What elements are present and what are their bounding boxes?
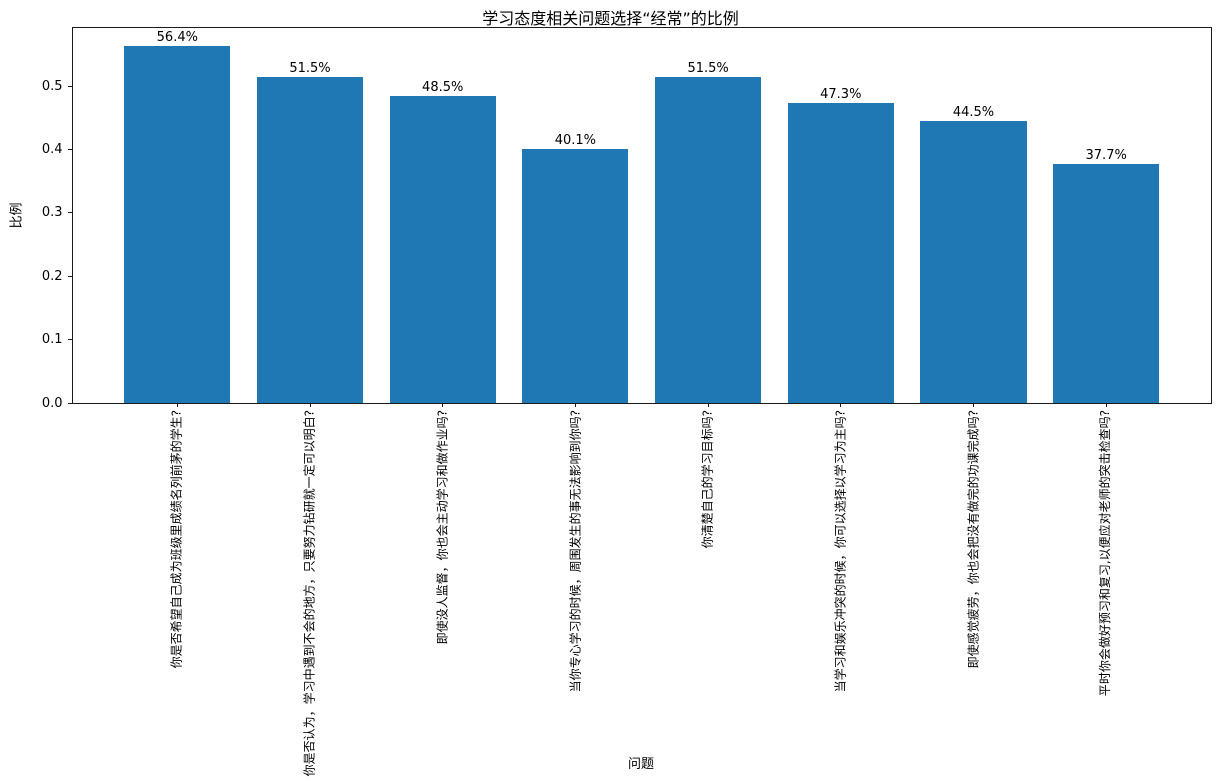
bar-value-label: 40.1% xyxy=(554,132,597,148)
y-tick-label: 0.0 xyxy=(41,395,63,411)
y-tick-label: 0.5 xyxy=(41,78,63,94)
bar xyxy=(389,95,496,403)
x-tick-text: 当你专心学习的时候，周围发生的事无法影响到你吗? xyxy=(567,410,582,693)
bar-value-label: 37.7% xyxy=(1085,148,1127,164)
x-tick-mark xyxy=(840,403,842,407)
bar xyxy=(1053,164,1160,403)
y-tick-mark xyxy=(67,85,73,87)
x-tick-mark xyxy=(707,403,709,407)
bar xyxy=(655,76,762,403)
x-tick-mark xyxy=(176,403,178,407)
y-tick-mark xyxy=(67,149,73,151)
x-tick-text: 即使没人监督，你也会主动学习和做作业吗? xyxy=(435,410,450,645)
x-tick-text: 你是否认为，学习中遇到不会的地方，只要努力钻研就一定可以明白? xyxy=(302,410,317,777)
bar-value-label: 51.5% xyxy=(289,60,331,76)
bar xyxy=(522,148,629,403)
y-tick-label: 0.3 xyxy=(41,205,63,221)
x-tick-mark xyxy=(574,403,576,407)
x-tick-mark xyxy=(442,403,444,407)
bar-value-label: 56.4% xyxy=(156,29,198,45)
bar xyxy=(256,76,364,403)
y-tick-mark xyxy=(67,402,73,404)
y-tick-mark xyxy=(67,212,73,214)
chart-title: 学习态度相关问题选择“经常”的比例 xyxy=(482,9,739,28)
x-tick-text: 当学习和娱乐冲突的时候，你可以选择以学习为主吗? xyxy=(833,410,848,693)
bar-value-label: 44.5% xyxy=(952,105,995,121)
bar xyxy=(920,121,1027,403)
x-tick-mark xyxy=(972,403,974,407)
y-tick-label: 0.2 xyxy=(41,268,63,284)
x-tick-text: 你清楚自己的学习目标吗? xyxy=(700,410,715,549)
bar xyxy=(124,45,231,403)
bar-value-label: 51.5% xyxy=(687,60,729,76)
x-tick-mark xyxy=(1105,403,1107,407)
x-tick-text: 平时你会做好预习和复习,以便应对老师的突击检查吗? xyxy=(1098,410,1113,697)
x-tick-mark xyxy=(309,403,311,407)
y-tick-label: 0.4 xyxy=(41,142,63,158)
y-tick-mark xyxy=(67,275,73,277)
x-tick-text: 你是否希望自己成为班级里成绩名列前茅的学生? xyxy=(169,410,184,669)
plot-area xyxy=(71,27,1212,404)
bar-value-label: 48.5% xyxy=(422,79,464,95)
bar-value-label: 47.3% xyxy=(820,87,862,103)
bar xyxy=(787,103,894,403)
x-axis-label: 问题 xyxy=(627,757,655,772)
x-tick-text: 即使感觉疲劳，你也会把没有做完的功课完成吗? xyxy=(965,410,980,669)
y-tick-label: 0.1 xyxy=(41,332,63,348)
y-tick-mark xyxy=(67,339,73,341)
